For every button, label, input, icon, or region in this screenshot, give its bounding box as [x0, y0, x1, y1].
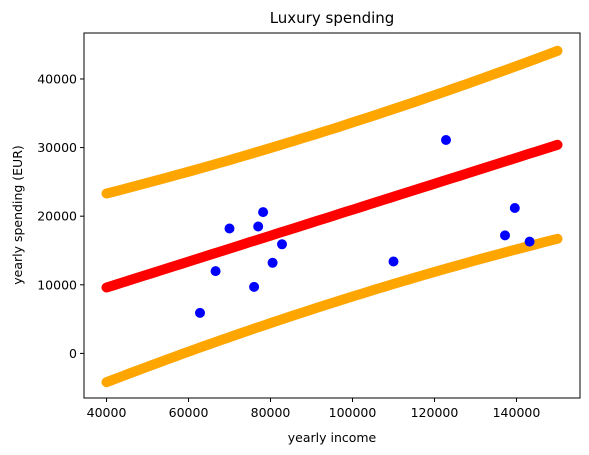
data-point	[388, 256, 399, 267]
y-tick-label: 0	[69, 346, 77, 361]
x-axis-label: yearly income	[288, 430, 377, 445]
lower-band-line	[101, 233, 563, 388]
chart-title: Luxury spending	[270, 9, 395, 27]
data-point	[195, 307, 205, 318]
upper-band-line	[101, 45, 563, 199]
data-point	[441, 135, 451, 145]
x-tick-label: 140000	[493, 405, 541, 420]
data-point	[500, 230, 510, 241]
data-point	[509, 203, 520, 213]
plot-area	[101, 45, 563, 388]
x-tick-label: 40000	[87, 405, 127, 420]
data-point	[210, 266, 221, 277]
x-tick-label: 80000	[251, 405, 291, 420]
data-point	[524, 236, 535, 247]
y-tick-label: 20000	[37, 209, 77, 224]
data-point	[277, 239, 287, 250]
y-axis-label: yearly spending (EUR)	[10, 145, 25, 285]
data-point	[267, 257, 278, 268]
data-point	[224, 223, 235, 234]
data-point	[253, 221, 264, 232]
y-tick-label: 40000	[37, 71, 77, 86]
y-tick-label: 30000	[37, 140, 77, 155]
data-point	[249, 281, 260, 292]
axes-frame	[83, 32, 581, 399]
x-tick-label: 100000	[329, 405, 377, 420]
fit-line	[101, 139, 563, 293]
x-tick-label: 60000	[169, 405, 209, 420]
y-axis: 0 10000 20000 30000 40000	[37, 71, 84, 361]
y-tick-label: 10000	[37, 277, 77, 292]
data-point	[258, 207, 269, 218]
x-tick-label: 120000	[411, 405, 459, 420]
x-axis: 40000 60000 80000 100000 120000 140000	[87, 398, 541, 420]
